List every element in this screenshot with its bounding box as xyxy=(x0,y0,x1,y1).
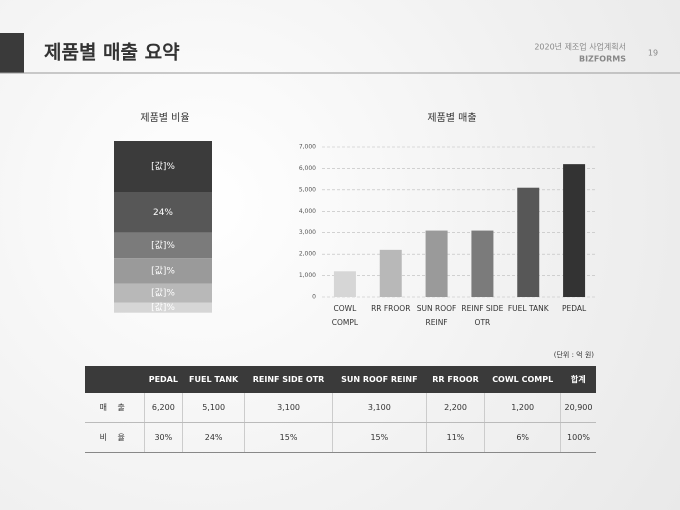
table-cell: 3,100 xyxy=(332,393,427,423)
table-cell: 매 출 xyxy=(85,393,144,423)
segment-label: [값]% xyxy=(151,160,175,172)
stack-segment xyxy=(114,192,212,233)
bar xyxy=(425,230,448,297)
table-cell: 20,900 xyxy=(559,393,596,423)
segment-label: [값]% xyxy=(151,239,175,251)
y-tick-label: 6,000 xyxy=(299,165,316,172)
segment-label: [값]% xyxy=(151,301,175,313)
brand: BIZFORMS xyxy=(579,55,626,64)
bar xyxy=(471,230,494,297)
table-cell: 100% xyxy=(559,422,596,453)
header-cell: REINF SIDE OTR xyxy=(244,366,333,393)
x-tick-label: RR FROOR xyxy=(371,304,411,313)
bar xyxy=(517,187,540,297)
y-tick-label: 5,000 xyxy=(299,186,316,193)
table-row: 비 율 30% 24% 15% 15% 11% 6% 100% xyxy=(85,422,596,453)
table-cell: 2,200 xyxy=(425,393,485,423)
segment-label: [값]% xyxy=(151,287,175,299)
header-cell xyxy=(85,366,144,393)
table-cell: 15% xyxy=(244,422,333,453)
chart-title: 제품별 매출 xyxy=(427,112,476,124)
table-cell: 5,100 xyxy=(182,393,245,423)
table-cell: 3,100 xyxy=(244,393,333,423)
bar xyxy=(379,249,402,297)
stack-segment xyxy=(114,302,212,313)
header-cell: COWL COMPL xyxy=(484,366,561,393)
header-cell: RR FROOR xyxy=(426,366,485,393)
x-tick-label: SUN ROOF REINF xyxy=(416,304,457,327)
table-cell: 24% xyxy=(182,422,245,453)
stack-segment xyxy=(114,232,212,259)
y-tick-label: 4,000 xyxy=(299,208,316,215)
table-cell: 15% xyxy=(332,422,427,453)
summary-table: PEDAL FUEL TANK REINF SIDE OTR SUN ROOF REI… xyxy=(85,366,596,453)
bar xyxy=(333,271,356,297)
table-cell: 30% xyxy=(143,422,183,453)
table-cell: 비 율 xyxy=(85,422,144,453)
y-tick-label: 3,000 xyxy=(299,229,316,236)
table-cell: 11% xyxy=(425,422,485,453)
x-tick-label: REINF SIDE OTR xyxy=(461,304,504,327)
doc-title: 2020년 제조업 사업계획서 xyxy=(534,42,626,52)
segment-label: 24% xyxy=(153,208,173,218)
y-tick-label: 2,000 xyxy=(299,251,316,258)
segment-label: [값]% xyxy=(151,265,175,277)
y-tick-label: 1,000 xyxy=(299,272,316,279)
header-cell: 합계 xyxy=(560,366,596,393)
header-cell: FUEL TANK xyxy=(182,366,245,393)
x-tick-label: COWL COMPL xyxy=(331,304,359,327)
chart-title: 제품별 비율 xyxy=(140,112,189,124)
table-row: 매 출 6,200 5,100 3,100 3,100 2,200 1,200 20,900 xyxy=(85,393,596,423)
unit-note: (단위 : 억 원) xyxy=(554,350,595,359)
stack-segment xyxy=(114,141,212,192)
table-cell: 1,200 xyxy=(484,393,561,423)
header-cell: SUN ROOF REINF xyxy=(332,366,427,393)
table-header: PEDAL FUEL TANK REINF SIDE OTR SUN ROOF REI… xyxy=(85,366,596,393)
slide-title: 제품별 매출 요약 xyxy=(44,42,180,64)
y-tick-label: 7,000 xyxy=(299,144,316,151)
stack-segment xyxy=(114,283,212,303)
x-tick-label: FUEL TANK xyxy=(507,304,549,313)
table-cell: 6,200 xyxy=(143,393,183,423)
bar xyxy=(563,164,586,297)
header-cell: PEDAL xyxy=(144,366,183,393)
header-block xyxy=(0,33,24,73)
x-tick-label: PEDAL xyxy=(561,304,587,313)
y-tick-label: 0 xyxy=(312,294,316,301)
page-number: 19 xyxy=(648,49,658,58)
stack-segment xyxy=(114,258,212,284)
table-cell: 6% xyxy=(484,422,561,453)
